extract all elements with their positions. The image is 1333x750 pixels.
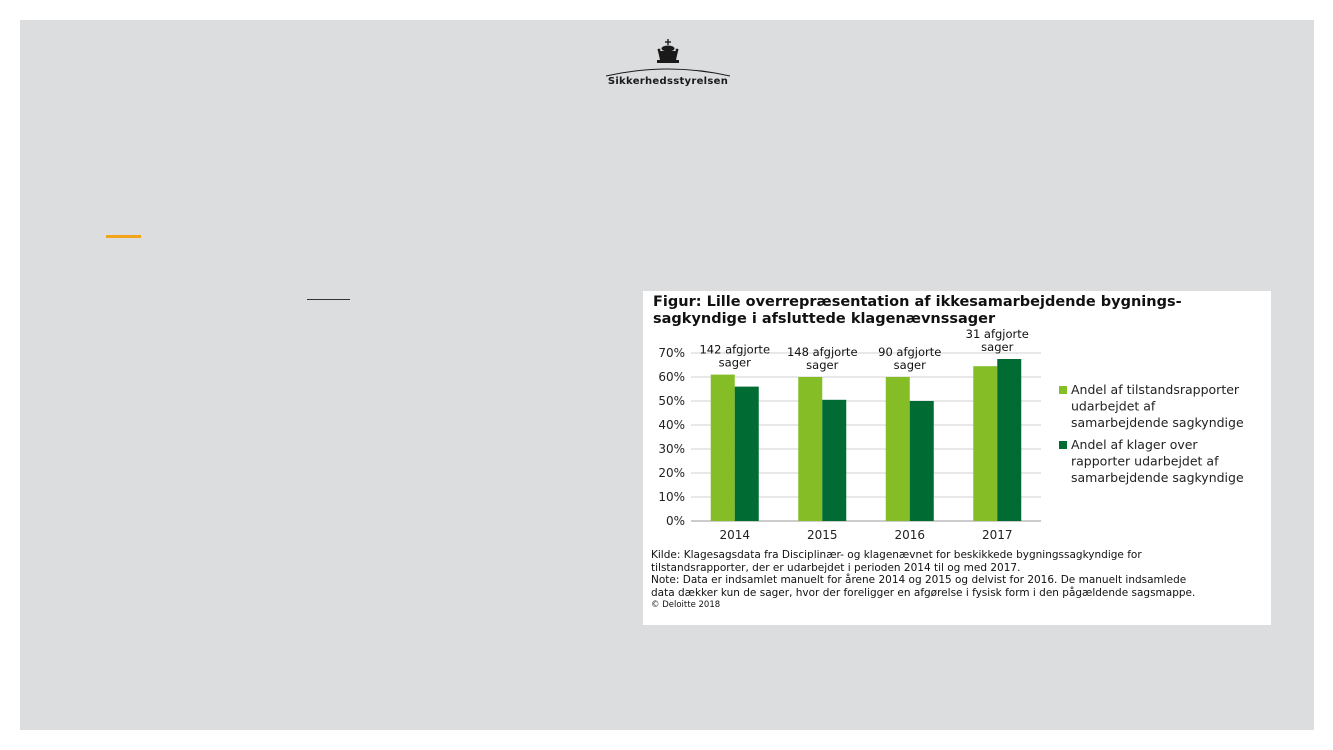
- bar-annotation: 31 afgjorte: [966, 327, 1029, 341]
- source-line-2: tilstandsrapporter, der er udarbejdet i …: [651, 561, 1021, 574]
- figure-title: Figur: Lille overrepræsentation af ikkes…: [653, 294, 1213, 328]
- bar-series-1-2016: [885, 377, 910, 521]
- accent-line: [106, 235, 141, 238]
- y-tick-label: 60%: [658, 370, 685, 384]
- crown-logo-icon: [605, 39, 731, 77]
- bar-series-2-2014: [734, 386, 759, 521]
- x-tick-label: 2016: [894, 528, 925, 542]
- divider-line: [307, 299, 350, 300]
- y-tick-label: 50%: [658, 394, 685, 408]
- figure-title-line-2: sagkyndige i afsluttede klagenævnssager: [653, 311, 996, 327]
- legend-label-2: Andel af klager over: [1071, 437, 1198, 452]
- y-tick-label: 10%: [658, 490, 685, 504]
- x-tick-label: 2017: [982, 528, 1013, 542]
- legend-label-2: samarbejdende sagkyndige: [1071, 470, 1244, 485]
- bar-annotation: 90 afgjorte: [878, 345, 941, 359]
- y-tick-label: 70%: [658, 346, 685, 360]
- copyright: © Deloitte 2018: [651, 600, 721, 610]
- brand-wordmark: Sikkerhedsstyrelsen: [607, 76, 729, 87]
- y-tick-label: 30%: [658, 442, 685, 456]
- figure-title-line-1: Figur: Lille overrepræsentation af ikkes…: [653, 294, 1182, 310]
- bar-series-2-2017: [997, 359, 1022, 521]
- note-line-2: data dækker kun de sager, hvor der forel…: [651, 586, 1196, 599]
- bar-annotation: 142 afgjorte: [699, 343, 770, 357]
- legend-swatch-1: [1059, 386, 1067, 394]
- y-tick-label: 0%: [666, 514, 685, 528]
- bar-series-1-2014: [710, 374, 735, 521]
- bar-series-1-2017: [973, 366, 998, 521]
- figure-notes: Kilde: Klagesagsdata fra Disciplinær- og…: [651, 549, 1269, 612]
- figure-panel: Figur: Lille overrepræsentation af ikkes…: [643, 291, 1271, 625]
- legend-label-2: rapporter udarbejdet af: [1071, 454, 1219, 469]
- legend-label-1: samarbejdende sagkyndige: [1071, 415, 1244, 430]
- source-line-1: Kilde: Klagesagsdata fra Disciplinær- og…: [651, 549, 1142, 561]
- legend-label-1: Andel af tilstandsrapporter: [1071, 382, 1240, 397]
- bar-series-2-2015: [822, 399, 847, 521]
- legend-swatch-2: [1059, 441, 1067, 449]
- note-line-1: Note: Data er indsamlet manuelt for åren…: [651, 574, 1187, 586]
- x-tick-label: 2014: [719, 528, 750, 542]
- bar-series-2-2016: [909, 401, 934, 521]
- bar-annotation: sager: [894, 358, 926, 372]
- x-tick-label: 2015: [807, 528, 838, 542]
- legend-label-1: udarbejdet af: [1071, 399, 1156, 414]
- bar-annotation: sager: [981, 340, 1013, 354]
- bar-annotation: sager: [719, 356, 751, 370]
- bar-series-1-2015: [798, 377, 823, 521]
- slide: Sikkerhedsstyrelsen Figur: Lille overrep…: [20, 20, 1314, 730]
- bar-annotation: 148 afgjorte: [787, 345, 858, 359]
- y-tick-label: 20%: [658, 466, 685, 480]
- bar-annotation: sager: [806, 358, 838, 372]
- y-tick-label: 40%: [658, 418, 685, 432]
